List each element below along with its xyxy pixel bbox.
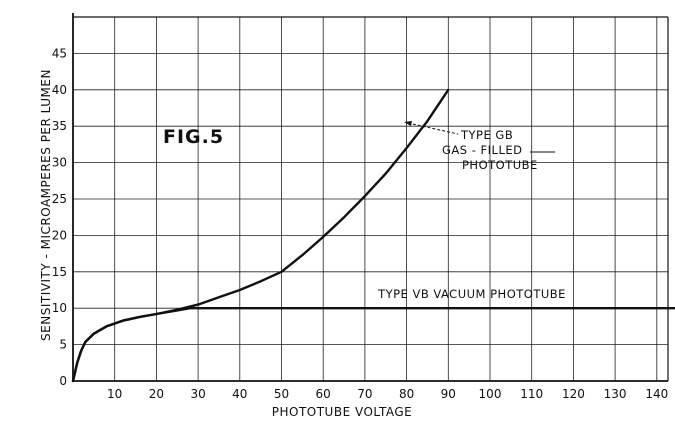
- x-tick-label: 100: [479, 387, 502, 401]
- y-tick-label: 30: [52, 156, 67, 170]
- y-tick-label: 15: [52, 265, 67, 279]
- y-tick-label: 35: [52, 119, 67, 133]
- x-axis-label: PHOTOTUBE VOLTAGE: [272, 405, 412, 419]
- gb-leader-line: [407, 122, 459, 135]
- gb-label-line-3: PHOTOTUBE: [462, 158, 538, 172]
- y-tick-label: 0: [59, 374, 67, 388]
- x-tick-label: 90: [441, 387, 456, 401]
- y-tick-label: 40: [52, 83, 67, 97]
- gb-label-line-1: TYPE GB: [460, 128, 513, 142]
- x-tick-label: 120: [562, 387, 585, 401]
- y-tick-label: 10: [52, 301, 67, 315]
- chart-title: FIG.5: [163, 126, 224, 148]
- x-tick-label: 140: [645, 387, 668, 401]
- y-tick-label: 45: [52, 46, 67, 60]
- x-tick-label: 80: [399, 387, 414, 401]
- x-tick-label: 20: [149, 387, 164, 401]
- x-tick-label: 10: [107, 387, 122, 401]
- x-tick-label: 60: [316, 387, 331, 401]
- x-tick-label: 110: [520, 387, 543, 401]
- y-tick-label: 25: [52, 192, 67, 206]
- y-tick-label: 5: [59, 338, 67, 352]
- x-tick-label: 50: [274, 387, 289, 401]
- gb-leader-arrowhead: [404, 121, 412, 126]
- x-tick-label: 130: [604, 387, 627, 401]
- gb-label-line-2: GAS - FILLED: [442, 143, 522, 157]
- vb-series-label: TYPE VB VACUUM PHOTOTUBE: [377, 287, 566, 301]
- x-tick-label: 40: [232, 387, 247, 401]
- y-tick-labels: 0 5 10 15 20 25 30 35 40 45: [52, 46, 67, 388]
- vb-vacuum-curve: [71, 307, 675, 383]
- grid: [73, 17, 668, 381]
- y-axis-label: SENSITIVITY - MICROAMPERES PER LUMEN: [39, 69, 53, 341]
- plot-frame: [72, 13, 669, 382]
- y-tick-label: 20: [52, 228, 67, 242]
- x-tick-label: 30: [190, 387, 205, 401]
- series-lines: [71, 88, 675, 383]
- x-tick-labels: 102030405060708090100110120130140150: [107, 387, 668, 401]
- x-tick-label: 70: [357, 387, 372, 401]
- gb-series-label: TYPE GB GAS - FILLED PHOTOTUBE: [404, 121, 555, 172]
